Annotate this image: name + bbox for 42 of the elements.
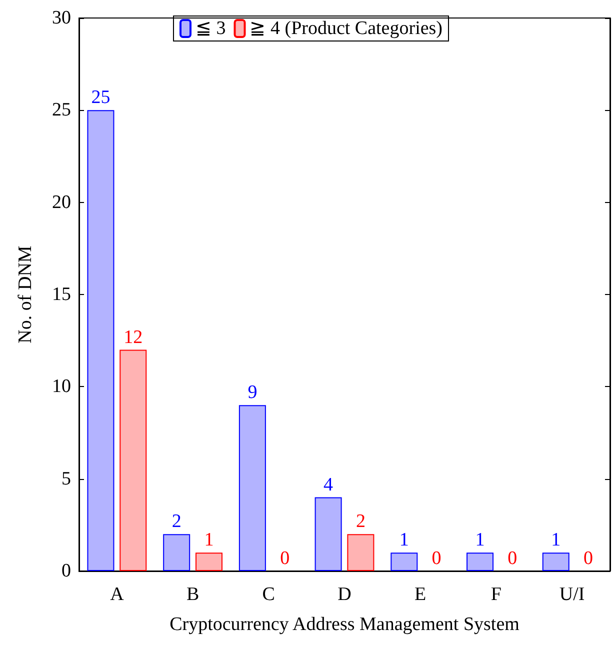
x-tick-label: F [490,584,502,605]
bar [238,405,266,571]
legend-label: ≧ 4 (Product Categories) [250,18,443,39]
data-label: 2 [356,511,366,532]
bar [120,350,147,571]
bar [542,552,570,571]
data-label: 25 [91,87,110,108]
data-label: 2 [172,511,182,532]
y-tick-label: 0 [62,560,71,582]
data-label: 1 [204,530,214,551]
bar [314,497,342,571]
x-tick-label: D [338,584,352,605]
data-label: 9 [248,382,258,404]
bar [163,534,190,571]
x-tick-label: E [414,584,426,605]
data-label: 1 [475,530,485,551]
y-tick-label: 5 [62,468,71,490]
y-tick-label: 20 [52,192,71,213]
legend-label: ≦ 3 [195,18,226,39]
data-label: 12 [124,326,143,348]
data-label: 1 [551,530,561,551]
bar [466,552,494,571]
bar [87,110,114,571]
y-tick-label: 25 [52,100,71,121]
x-tick-label: C [262,584,275,605]
y-axis-title: No. of DNM [15,246,36,344]
data-label: 0 [280,548,290,569]
bar [347,534,374,571]
y-tick-label: 15 [52,284,71,305]
data-label: 0 [584,548,594,569]
bar [390,552,418,571]
data-label: 0 [432,548,442,569]
y-tick-label: 30 [52,8,71,28]
x-axis-title: Cryptocurrency Address Management System [170,614,520,635]
x-tick-label: B [186,584,200,605]
y-tick-label: 10 [52,376,71,398]
x-tick-label: U/I [559,584,585,605]
data-label: 0 [508,548,518,569]
data-label: 1 [399,530,409,551]
data-label: 4 [324,474,334,496]
bar [195,552,222,571]
x-tick-label: A [110,584,124,605]
